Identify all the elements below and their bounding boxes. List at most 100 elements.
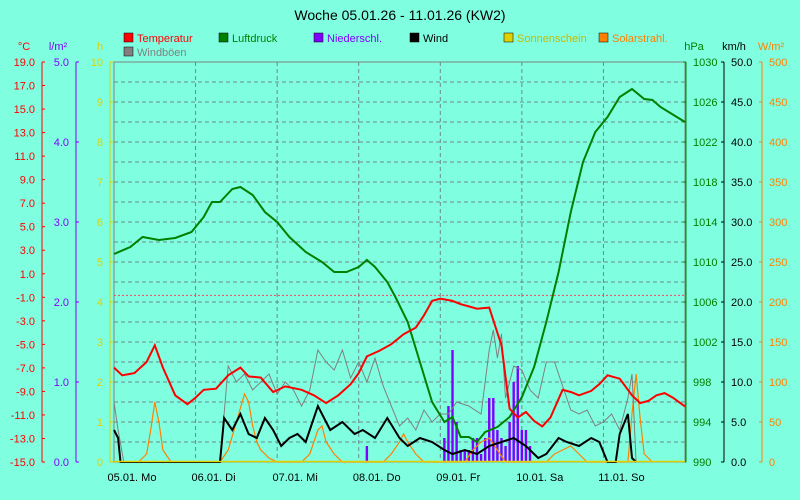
precipitation-bar — [528, 446, 532, 462]
pressure-tick-label: 1006 — [693, 297, 717, 309]
sunshine-tick-label: 8 — [97, 137, 103, 149]
solar-tick-label: 450 — [769, 97, 787, 109]
sunshine-axis-unit: h — [97, 41, 103, 53]
wind-tick-label: 5.0 — [731, 417, 746, 429]
wind-tick-label: 25.0 — [731, 257, 752, 269]
temperature-tick-label: -9.0 — [16, 386, 35, 398]
temperature-tick-label: 17.0 — [14, 81, 35, 93]
legend-label: Sonnenschein — [517, 33, 587, 45]
precipitation-bar — [475, 438, 479, 462]
pressure-tick-label: 1022 — [693, 137, 717, 149]
solar-tick-label: 500 — [769, 57, 787, 69]
chart-title: Woche 05.01.26 - 11.01.26 (KW2) — [294, 7, 505, 23]
sunshine-tick-label: 4 — [97, 297, 103, 309]
temperature-tick-label: 15.0 — [14, 104, 35, 116]
solar-tick-label: 300 — [769, 217, 787, 229]
sunshine-tick-label: 1 — [97, 417, 103, 429]
x-tick-label: 05.01. Mo — [108, 472, 157, 484]
temperature-tick-label: -11.0 — [11, 410, 35, 422]
wind-tick-label: 20.0 — [731, 297, 752, 309]
temperature-axis-unit: °C — [18, 41, 30, 53]
solar-tick-label: 350 — [769, 177, 787, 189]
temperature-tick-label: -15.0 — [10, 457, 35, 469]
pressure-tick-label: 1026 — [693, 97, 717, 109]
pressure-tick-label: 998 — [693, 377, 711, 389]
legend-label: Temperatur — [137, 33, 193, 45]
precipitation-bar — [463, 450, 466, 462]
solar-tick-label: 150 — [769, 337, 787, 349]
pressure-tick-label: 1018 — [693, 177, 717, 189]
legend-swatch — [218, 32, 229, 43]
precipitation-bar — [479, 454, 483, 462]
temperature-tick-label: 5.0 — [20, 222, 35, 234]
temperature-tick-label: 3.0 — [20, 245, 35, 257]
precipitation-tick-label: 5.0 — [54, 57, 69, 69]
legend-swatch — [598, 32, 609, 43]
wind-tick-label: 15.0 — [731, 337, 752, 349]
temperature-line — [113, 297, 686, 428]
chart-legend: Temperatur Luftdruck Niederschl. Wind Sonnen… — [123, 32, 668, 59]
precipitation-bar — [483, 438, 487, 462]
pressure-tick-label: 1030 — [693, 57, 717, 69]
legend-swatch — [503, 32, 514, 43]
precipitation-bar — [492, 398, 495, 462]
precipitation-bar — [516, 366, 519, 462]
x-tick-label: 08.01. Do — [353, 472, 401, 484]
precipitation-bar — [512, 382, 515, 462]
sunshine-tick-label: 6 — [97, 217, 103, 229]
pressure-tick-label: 1002 — [693, 337, 717, 349]
wind-gusts-line — [113, 329, 637, 463]
legend-label: Wind — [423, 33, 448, 45]
solar-tick-label: 50 — [769, 417, 781, 429]
wind-tick-label: 10.0 — [731, 377, 752, 389]
sunshine-tick-label: 3 — [97, 337, 103, 349]
solar-radiation-line — [138, 373, 653, 463]
wind-tick-label: 50.0 — [731, 57, 752, 69]
solar-tick-label: 200 — [769, 297, 787, 309]
wind-tick-label: 30.0 — [731, 217, 752, 229]
temperature-tick-label: -1.0 — [16, 292, 35, 304]
x-tick-label: 09.01. Fr — [436, 472, 480, 484]
temperature-tick-label: 1.0 — [20, 269, 35, 281]
sunshine-tick-label: 9 — [97, 97, 103, 109]
pressure-tick-label: 1010 — [693, 257, 717, 269]
x-tick-label: 07.01. Mi — [273, 472, 318, 484]
temperature-tick-label: -13.0 — [10, 433, 35, 445]
temperature-tick-label: 9.0 — [20, 175, 35, 187]
temperature-tick-label: -7.0 — [16, 363, 35, 375]
precipitation-bar — [508, 422, 511, 462]
chart-grid — [114, 62, 685, 462]
sunshine-tick-label: 2 — [97, 377, 103, 389]
solar-tick-label: 400 — [769, 137, 787, 149]
wind-tick-label: 0.0 — [731, 457, 746, 469]
pressure-axis-unit: hPa — [684, 41, 704, 53]
precipitation-bar — [447, 406, 450, 462]
temperature-tick-label: 19.0 — [14, 57, 35, 69]
wind-line — [113, 403, 637, 463]
legend-label: Solarstrahl. — [612, 33, 668, 45]
precipitation-bar — [520, 430, 524, 462]
x-tick-label: 06.01. Di — [192, 472, 236, 484]
sunshine-tick-label: 10 — [91, 57, 103, 69]
solar-tick-label: 100 — [769, 377, 787, 389]
precipitation-tick-label: 0.0 — [54, 457, 69, 469]
legend-label: Windböen — [137, 47, 187, 59]
precipitation-tick-label: 3.0 — [54, 217, 69, 229]
precipitation-bar — [500, 438, 503, 462]
precipitation-axis-unit: l/m² — [49, 41, 68, 53]
precipitation-bar — [459, 450, 462, 462]
wind-tick-label: 45.0 — [731, 97, 752, 109]
wind-axis-unit: km/h — [722, 41, 746, 53]
legend-label: Niederschl. — [327, 33, 382, 45]
chart-plot — [113, 87, 686, 463]
solar-tick-label: 250 — [769, 257, 787, 269]
temperature-tick-label: -3.0 — [16, 316, 35, 328]
pressure-tick-label: 990 — [693, 457, 711, 469]
precipitation-bar — [496, 430, 499, 462]
solar-tick-label: 0 — [769, 457, 775, 469]
temperature-tick-label: 13.0 — [14, 128, 35, 140]
temperature-tick-label: -5.0 — [16, 339, 35, 351]
legend-swatch — [409, 32, 420, 43]
legend-swatch — [123, 46, 134, 57]
